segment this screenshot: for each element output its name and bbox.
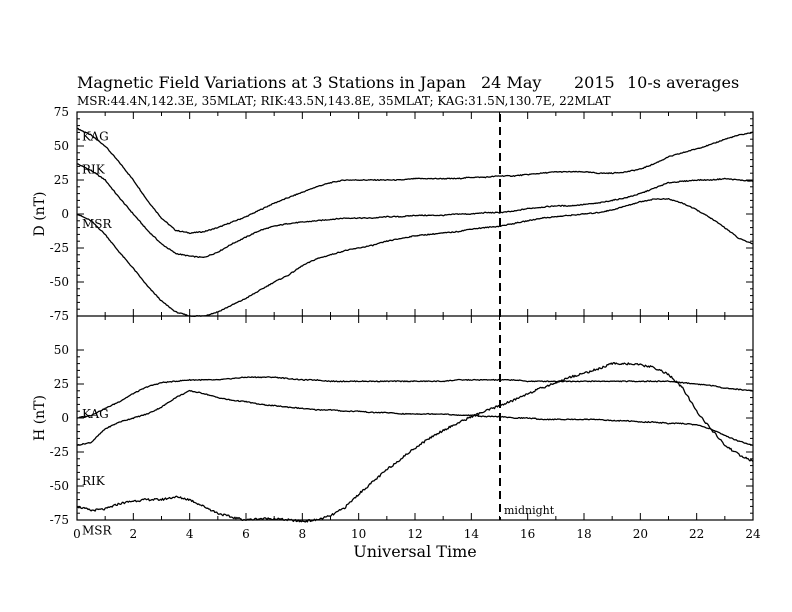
series-line-kag [76, 127, 754, 235]
y-tick-label: -25 [50, 241, 69, 255]
station-labels: KAG RIK MSR KAG RIK MSR [82, 129, 113, 537]
x-tick-label: 14 [464, 527, 480, 541]
station-label-kag: KAG [82, 407, 109, 421]
y-tick-label: -75 [50, 513, 69, 527]
x-tick-label: 0 [73, 527, 81, 541]
series-line-kag [76, 376, 754, 419]
y-tick-label: 25 [54, 377, 69, 391]
x-tick-label: 2 [130, 527, 138, 541]
chart-averaging: 10-s averages [627, 73, 739, 92]
x-tick-label: 6 [242, 527, 250, 541]
series-line-msr [77, 362, 754, 523]
station-label-kag: KAG [82, 129, 109, 143]
x-tick-label: 20 [633, 527, 648, 541]
y-tick-label: -50 [50, 275, 69, 289]
y-tick-label: 75 [54, 105, 69, 119]
chart-title: Magnetic Field Variations at 3 Stations … [77, 73, 466, 92]
station-label-msr: MSR [82, 217, 113, 231]
y-tick-label: -75 [50, 309, 69, 323]
series-line-rik [76, 163, 754, 259]
x-tick-label: 4 [186, 527, 194, 541]
y-tick-label: 25 [54, 173, 69, 187]
x-tick-label: 8 [299, 527, 307, 541]
y-tick-label: 0 [61, 207, 69, 221]
x-tick-label: 18 [576, 527, 591, 541]
x-axis-label: Universal Time [353, 542, 476, 561]
series-line-msr [76, 197, 754, 318]
station-label-rik: RIK [82, 474, 106, 488]
series-line-rik [76, 389, 754, 447]
x-tick-label: 24 [745, 527, 761, 541]
station-label-msr: MSR [82, 523, 113, 537]
x-tick-label: 22 [689, 527, 704, 541]
y-tick-label: -25 [50, 445, 69, 459]
station-label-rik: RIK [82, 163, 106, 177]
chart-date: 24 May [481, 73, 541, 92]
chart-subtitle: MSR:44.4N,142.3E, 35MLAT; RIK:43.5N,143.… [77, 94, 611, 108]
midnight-label: midnight [504, 504, 555, 517]
title-row: Magnetic Field Variations at 3 Stations … [77, 73, 739, 108]
h-panel-ylabel: H (nT) [32, 395, 48, 441]
x-tick-label: 12 [407, 527, 422, 541]
chart-year: 2015 [574, 73, 615, 92]
series-layer [76, 127, 754, 523]
y-tick-label: 50 [54, 139, 69, 153]
y-tick-label: 50 [54, 343, 69, 357]
d-panel-ylabel: D (nT) [32, 192, 48, 237]
y-tick-label: -50 [50, 479, 69, 493]
y-tick-label: 0 [61, 411, 69, 425]
x-tick-label: 16 [520, 527, 535, 541]
x-tick-label: 10 [351, 527, 366, 541]
